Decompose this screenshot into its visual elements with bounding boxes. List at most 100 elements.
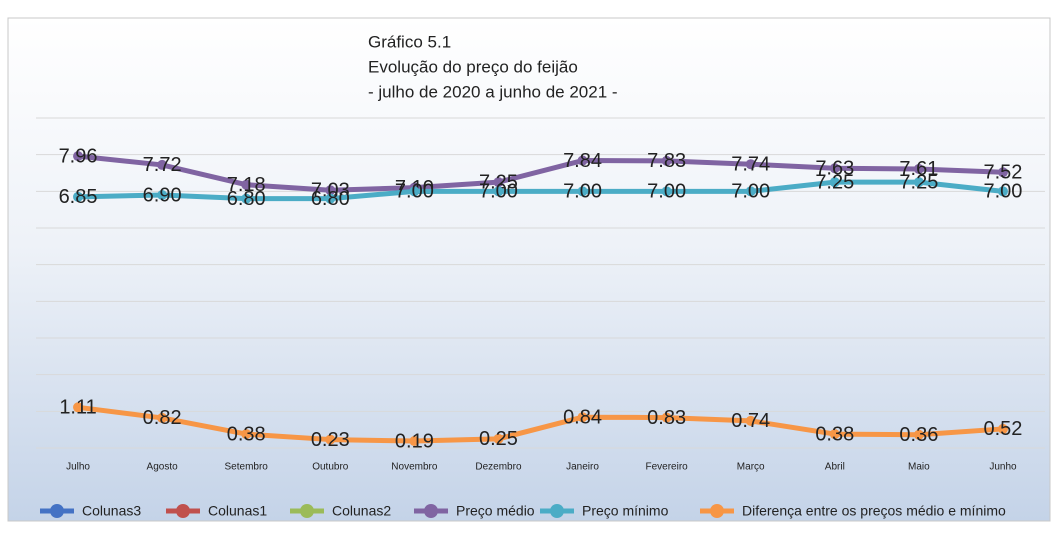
data-label: 7.83	[647, 150, 686, 172]
legend-label: Preço médio	[456, 503, 535, 519]
data-label: 7.84	[563, 150, 602, 172]
point	[661, 412, 672, 423]
point	[409, 436, 420, 447]
data-label: 0.82	[143, 407, 182, 429]
point	[997, 423, 1008, 434]
legend-swatch	[50, 504, 64, 518]
point	[745, 415, 756, 426]
chart-title: Gráfico 5.1	[368, 32, 451, 51]
point	[493, 186, 504, 197]
point	[157, 159, 168, 170]
point	[493, 433, 504, 444]
chart-title: - julho de 2020 a junho de 2021 -	[368, 82, 618, 101]
chart-title: Evolução do preço do feijão	[368, 57, 578, 76]
point	[829, 429, 840, 440]
series-line	[75, 179, 1006, 202]
data-label: 7.61	[899, 158, 938, 180]
data-label: 7.25	[479, 171, 518, 193]
legend-label: Diferença entre os preços médio e mínimo	[742, 503, 1006, 519]
point	[73, 402, 84, 413]
legend-swatch	[550, 504, 564, 518]
data-label: 6.80	[227, 188, 266, 210]
data-label: 7.00	[983, 181, 1022, 203]
data-label: 7.96	[59, 145, 98, 167]
data-label: 0.19	[395, 430, 434, 452]
x-tick-label: Abril	[825, 462, 845, 473]
chart-area	[7, 17, 1051, 522]
legend-swatch	[300, 504, 314, 518]
data-label: 7.52	[983, 162, 1022, 184]
point	[157, 412, 168, 423]
legend-label: Colunas3	[82, 503, 141, 519]
legend-swatch	[710, 504, 724, 518]
data-label: 7.00	[563, 181, 602, 203]
point	[577, 155, 588, 166]
point	[325, 185, 336, 196]
x-tick-label: Dezembro	[475, 462, 522, 473]
point	[913, 177, 924, 188]
point	[661, 155, 672, 166]
x-tick-label: Março	[737, 462, 765, 473]
data-label: 7.00	[731, 181, 770, 203]
data-label: 0.38	[227, 423, 266, 445]
legend-swatch	[176, 504, 190, 518]
data-label: 7.25	[815, 171, 854, 193]
point	[325, 434, 336, 445]
data-label: 7.25	[899, 171, 938, 193]
data-label: 6.80	[311, 188, 350, 210]
point	[829, 163, 840, 174]
data-label: 0.25	[479, 428, 518, 450]
point	[325, 193, 336, 204]
point	[493, 177, 504, 188]
data-label: 7.18	[227, 174, 266, 196]
data-label: 6.85	[59, 186, 98, 208]
point	[157, 190, 168, 200]
point	[241, 179, 252, 190]
point	[73, 151, 84, 162]
x-tick-label: Fevereiro	[646, 462, 689, 473]
legend-label: Colunas2	[332, 503, 391, 519]
point	[661, 186, 672, 197]
data-label: 7.72	[143, 154, 182, 176]
x-tick-label: Outubro	[312, 462, 349, 473]
point	[745, 186, 756, 197]
point	[241, 429, 252, 440]
legend-label: Colunas1	[208, 503, 267, 519]
point	[73, 191, 84, 202]
x-tick-label: Setembro	[225, 462, 269, 473]
x-tick-label: Maio	[908, 462, 930, 473]
x-tick-label: Julho	[66, 462, 90, 473]
data-label: 0.74	[731, 410, 770, 432]
point	[829, 177, 840, 188]
x-tick-label: Junho	[989, 462, 1017, 473]
data-label: 0.38	[815, 423, 854, 445]
point	[241, 193, 252, 204]
data-label: 1.11	[59, 397, 96, 419]
legend-swatch	[424, 504, 438, 518]
point	[913, 429, 924, 440]
point	[577, 412, 588, 423]
data-label: 0.83	[647, 407, 686, 429]
point	[577, 186, 588, 197]
x-tick-label: Janeiro	[566, 462, 599, 473]
data-label: 7.63	[815, 158, 854, 180]
data-label: 6.90	[143, 184, 182, 206]
data-label: 0.84	[563, 406, 602, 428]
data-label: 0.52	[983, 418, 1022, 440]
x-tick-label: Agosto	[147, 462, 179, 473]
point	[997, 167, 1008, 178]
point	[409, 186, 420, 197]
series-line	[75, 153, 1006, 193]
data-label: 7.00	[395, 181, 434, 203]
data-label: 0.36	[899, 424, 938, 446]
series-line	[75, 404, 1006, 444]
data-label: 0.23	[311, 429, 350, 451]
data-label: 7.00	[479, 181, 518, 203]
legend-label: Preço mínimo	[582, 503, 669, 519]
point	[745, 159, 756, 170]
data-label: 7.74	[731, 153, 770, 175]
x-tick-label: Novembro	[391, 462, 438, 473]
point	[913, 163, 924, 174]
